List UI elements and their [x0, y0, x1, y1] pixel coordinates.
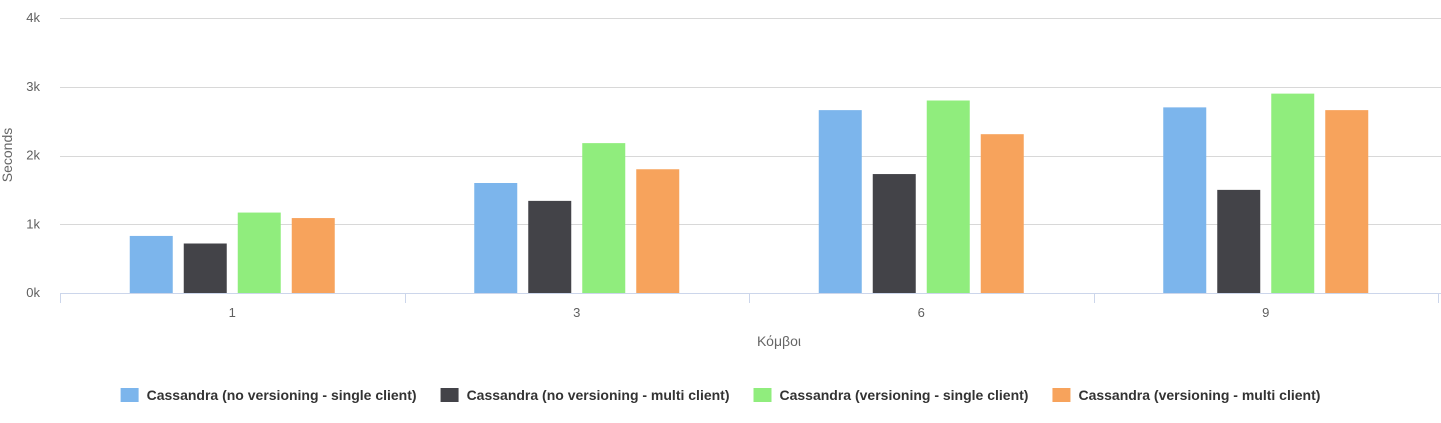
x-tick-label: 1	[229, 305, 236, 320]
legend-swatch	[120, 388, 139, 402]
bar[interactable]	[129, 235, 173, 293]
legend-swatch	[753, 388, 772, 402]
legend-swatch	[1052, 388, 1071, 402]
bar[interactable]	[1271, 93, 1315, 293]
bar[interactable]	[582, 143, 626, 293]
bar[interactable]	[926, 100, 970, 294]
legend-label: Cassandra (no versioning - single client…	[147, 387, 417, 403]
legend-label: Cassandra (versioning - multi client)	[1078, 387, 1320, 403]
legend: Cassandra (no versioning - single client…	[120, 387, 1320, 403]
x-tick-label: 3	[573, 305, 580, 320]
y-tick-label: 4k	[26, 10, 40, 25]
bar[interactable]	[237, 212, 281, 293]
y-tick-label: 3k	[26, 79, 40, 94]
legend-item[interactable]: Cassandra (versioning - multi client)	[1052, 387, 1320, 403]
bar[interactable]	[1217, 189, 1261, 293]
y-tick-label: 2k	[26, 148, 40, 163]
bar[interactable]	[818, 110, 862, 293]
y-axis-ticks: 0k 1k 2k 3k 4k	[26, 10, 40, 300]
bar[interactable]	[1163, 107, 1207, 293]
legend-swatch	[440, 388, 459, 402]
x-axis-title: Κόμβοι	[757, 333, 801, 349]
bars	[129, 93, 1369, 294]
x-axis: 1 3 6 9	[60, 293, 1441, 320]
bar[interactable]	[636, 169, 680, 293]
legend-item[interactable]: Cassandra (no versioning - single client…	[120, 387, 417, 403]
bar[interactable]	[528, 200, 572, 293]
y-axis-title: Seconds	[0, 128, 15, 182]
legend-label: Cassandra (versioning - single client)	[780, 387, 1029, 403]
bar[interactable]	[872, 174, 916, 293]
legend-label: Cassandra (no versioning - multi client)	[467, 387, 730, 403]
legend-item[interactable]: Cassandra (versioning - single client)	[753, 387, 1029, 403]
legend-item[interactable]: Cassandra (no versioning - multi client)	[440, 387, 730, 403]
y-tick-label: 1k	[26, 216, 40, 231]
bar[interactable]	[183, 243, 227, 294]
x-tick-label: 9	[1262, 305, 1269, 320]
y-tick-label: 0k	[26, 285, 40, 300]
x-tick-label: 6	[918, 305, 925, 320]
bar[interactable]	[291, 218, 335, 293]
bar[interactable]	[1325, 110, 1369, 293]
bar[interactable]	[474, 183, 518, 293]
bar[interactable]	[980, 134, 1024, 293]
